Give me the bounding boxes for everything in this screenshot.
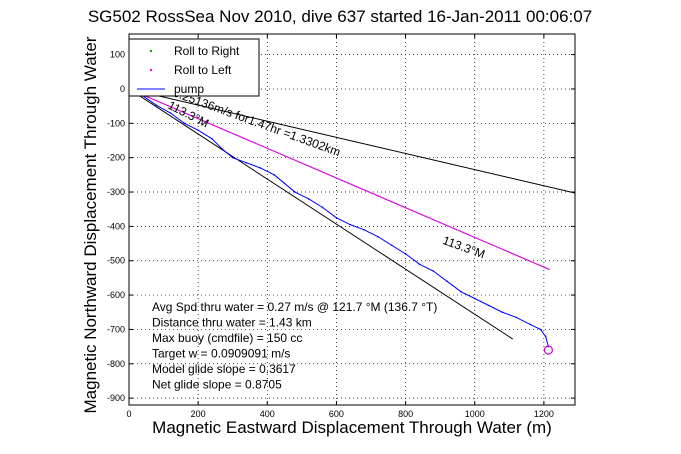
- series-point: [259, 167, 262, 169]
- reference-line: [129, 88, 514, 340]
- x-axis-label: Magnetic Eastward Displacement Through W…: [152, 418, 552, 437]
- legend-box: [128, 38, 260, 97]
- series-line: [129, 88, 549, 347]
- x-tick-label: 1200: [534, 409, 554, 419]
- y-tick-label: 0: [120, 84, 125, 94]
- series-point: [515, 316, 518, 319]
- stat-line: Model glide slope = 0.3617: [152, 362, 296, 376]
- series-point: [529, 323, 531, 326]
- x-ticks: 0 200 400 600 800 1000 1200: [126, 34, 554, 419]
- series-point: [349, 223, 352, 226]
- y-ticks: 100 0 -100 -200 -300 -400 -500 -600 -700 -800 -900: [107, 50, 575, 403]
- series-point: [155, 104, 158, 107]
- y-tick-label: -100: [107, 118, 125, 128]
- series-point: [231, 156, 234, 159]
- x-tick-label: 1000: [465, 409, 485, 419]
- x-tick-label: 0: [126, 409, 131, 419]
- stat-line: Max buoy (cmdfile) = 150 cc: [152, 331, 302, 345]
- series-point: [539, 328, 542, 331]
- series-point: [245, 162, 248, 164]
- series-point: [544, 335, 547, 338]
- series-point: [294, 191, 296, 193]
- y-tick-label: -200: [107, 153, 125, 163]
- stat-line: Target w = 0.0909091 m/s: [152, 347, 290, 361]
- y-tick-label: -600: [107, 290, 125, 300]
- end-marker: [543, 345, 553, 355]
- series-point: [221, 148, 224, 150]
- legend-swatch: [149, 49, 153, 53]
- y-axis-label: Magnetic Northward Displacement Through …: [81, 36, 100, 413]
- series-point: [404, 253, 407, 255]
- legend-label: Roll to Right: [174, 44, 240, 58]
- y-tick-label: -400: [107, 221, 125, 231]
- legend-swatch: [149, 68, 153, 72]
- y-tick-label: -500: [107, 256, 125, 266]
- y-tick-label: 100: [110, 50, 125, 60]
- series-point: [183, 122, 186, 125]
- series-group: [129, 86, 553, 355]
- stat-line: Avg Spd thru water = 0.27 m/s @ 121.7 °M…: [152, 300, 437, 314]
- series-point: [197, 129, 199, 131]
- y-tick-label: -900: [107, 393, 125, 403]
- series-point: [418, 263, 421, 265]
- plot-area: 0 200 400 600 800 1000 1200 1000-100-200-300-4…: [107, 33, 576, 419]
- series-point: [487, 304, 490, 307]
- y-tick-label: -800: [107, 359, 125, 369]
- stats-block: Avg Spd thru water = 0.27 m/s @ 121.7 °M…: [152, 300, 437, 392]
- x-tick-label: 400: [260, 409, 275, 419]
- legend-label: pump: [174, 82, 204, 96]
- reference-line: [129, 88, 575, 194]
- series-point: [548, 268, 550, 271]
- series-point: [501, 311, 504, 314]
- series-point: [390, 244, 393, 247]
- series-point: [211, 137, 213, 140]
- legend-label: Roll to Left: [174, 63, 232, 77]
- series-point: [473, 297, 476, 300]
- series-point: [335, 216, 338, 219]
- stat-line: Net glide slope = 0.8705: [152, 378, 282, 392]
- series-point: [273, 174, 276, 176]
- series-point: [446, 280, 448, 283]
- series-point: [432, 270, 435, 272]
- chart-title: SG502 RossSea Nov 2010, dive 637 started…: [88, 7, 592, 26]
- series-line: [129, 88, 550, 270]
- series-point: [363, 229, 365, 231]
- x-tick-label: 200: [191, 409, 206, 419]
- x-tick-label: 600: [329, 409, 344, 419]
- series-point: [307, 198, 310, 200]
- series-point: [460, 290, 462, 293]
- series-point: [283, 182, 286, 185]
- series-point: [321, 206, 324, 209]
- y-tick-label: -700: [107, 324, 125, 334]
- series-point: [169, 112, 172, 114]
- series-point: [377, 235, 379, 238]
- legend: Roll to Right Roll to Left pump: [128, 38, 260, 97]
- stat-line: Distance thru water = 1.43 km: [152, 316, 312, 330]
- y-tick-label: -300: [107, 187, 125, 197]
- x-tick-label: 800: [398, 409, 413, 419]
